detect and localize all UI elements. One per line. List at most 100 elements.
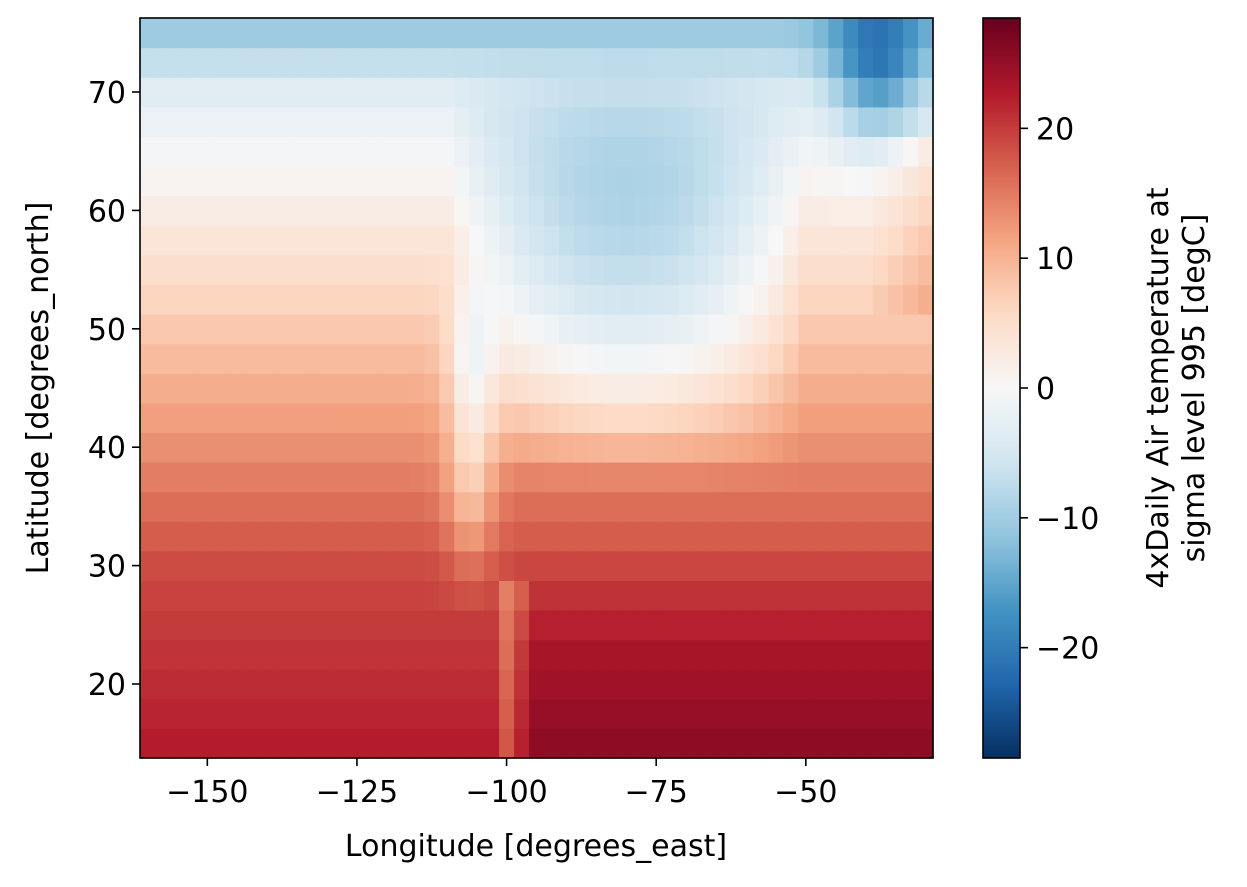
heatmap-cell xyxy=(499,639,515,670)
heatmap-cell xyxy=(454,47,470,78)
heatmap-cell xyxy=(364,580,380,611)
heatmap-cell xyxy=(484,462,500,493)
heatmap-cell xyxy=(184,166,201,197)
heatmap-cell xyxy=(603,254,620,285)
heatmap-cell xyxy=(603,106,620,137)
heatmap-cell xyxy=(319,521,336,552)
heatmap-cell xyxy=(588,580,605,611)
heatmap-cell xyxy=(334,166,351,197)
heatmap-cell xyxy=(723,521,740,552)
heatmap-cell xyxy=(499,462,515,493)
heatmap-cell xyxy=(738,669,755,700)
heatmap-cell xyxy=(364,77,380,108)
heatmap-cell xyxy=(184,491,201,522)
heatmap-cell xyxy=(723,462,740,493)
heatmap-cell xyxy=(289,166,306,197)
heatmap-cell xyxy=(708,402,725,433)
heatmap-cell xyxy=(424,77,440,108)
heatmap-cell xyxy=(813,462,829,493)
heatmap-cell xyxy=(244,18,261,49)
heatmap-cell xyxy=(214,77,231,108)
heatmap-cell xyxy=(334,521,351,552)
heatmap-cell xyxy=(214,225,231,256)
heatmap-cell xyxy=(588,491,605,522)
heatmap-cell xyxy=(529,254,545,285)
heatmap-cell xyxy=(903,77,919,108)
heatmap-cell xyxy=(873,77,889,108)
heatmap-cell xyxy=(648,580,665,611)
heatmap-cell xyxy=(618,343,635,374)
heatmap-cell xyxy=(603,195,620,226)
heatmap-cell xyxy=(140,18,156,49)
heatmap-cell xyxy=(529,550,545,581)
heatmap-cell xyxy=(813,698,829,729)
heatmap-cell xyxy=(244,47,261,78)
heatmap-cell xyxy=(753,639,770,670)
heatmap-cell xyxy=(678,580,695,611)
heatmap-cell xyxy=(199,18,216,49)
heatmap-cell xyxy=(783,610,799,641)
heatmap-cell xyxy=(903,284,919,315)
heatmap-cell xyxy=(154,47,171,78)
heatmap-cell xyxy=(783,669,799,700)
heatmap-cell xyxy=(753,580,770,611)
heatmap-cell xyxy=(603,402,620,433)
heatmap-cell xyxy=(663,432,680,463)
heatmap-cell xyxy=(723,550,740,581)
heatmap-cell xyxy=(858,225,874,256)
heatmap-cell xyxy=(678,610,695,641)
heatmap-cell xyxy=(319,402,336,433)
heatmap-cell xyxy=(140,698,156,729)
heatmap-cell xyxy=(529,314,545,345)
x-tick-label: −50 xyxy=(774,775,837,810)
heatmap-cell xyxy=(469,77,485,108)
heatmap-cell xyxy=(618,698,635,729)
heatmap-cell xyxy=(888,698,904,729)
heatmap-cell xyxy=(454,669,470,700)
heatmap-cell xyxy=(648,106,665,137)
heatmap-cell xyxy=(469,284,485,315)
heatmap-cell xyxy=(364,669,380,700)
colorbar-label-line-2: sigma level 995 [degC] xyxy=(1177,214,1212,563)
heatmap-cell xyxy=(274,284,291,315)
heatmap-cells xyxy=(140,18,934,759)
heatmap-cell xyxy=(154,18,171,49)
heatmap-cell xyxy=(588,254,605,285)
heatmap-cell xyxy=(289,462,306,493)
heatmap-cell xyxy=(409,550,425,581)
heatmap-cell xyxy=(813,77,829,108)
heatmap-cell xyxy=(364,521,380,552)
heatmap-cell xyxy=(454,106,470,137)
heatmap-cell xyxy=(603,225,620,256)
heatmap-cell xyxy=(349,47,366,78)
heatmap-cell xyxy=(873,669,889,700)
heatmap-cell xyxy=(753,728,770,759)
heatmap-cell xyxy=(184,314,201,345)
heatmap-cell xyxy=(633,106,650,137)
heatmap-cell xyxy=(514,639,530,670)
heatmap-cell xyxy=(229,639,246,670)
heatmap-cell xyxy=(648,432,665,463)
heatmap-cell xyxy=(169,77,186,108)
heatmap-cell xyxy=(499,343,515,374)
heatmap-cell xyxy=(499,432,515,463)
heatmap-cell xyxy=(499,136,515,167)
heatmap-cell xyxy=(469,18,485,49)
heatmap-cell xyxy=(274,254,291,285)
heatmap-cell xyxy=(469,343,485,374)
heatmap-cell xyxy=(154,373,171,404)
heatmap-cell xyxy=(259,166,276,197)
heatmap-cell xyxy=(229,343,246,374)
heatmap-cell xyxy=(140,373,156,404)
heatmap-cell xyxy=(918,550,934,581)
heatmap-cell xyxy=(364,373,380,404)
heatmap-cell xyxy=(140,343,156,374)
heatmap-cell xyxy=(843,402,859,433)
heatmap-cell xyxy=(888,47,904,78)
heatmap-cell xyxy=(229,47,246,78)
heatmap-cell xyxy=(753,225,770,256)
heatmap-cell xyxy=(424,432,440,463)
heatmap-cell xyxy=(409,698,425,729)
heatmap-cell xyxy=(304,491,321,522)
heatmap-cell xyxy=(484,639,500,670)
